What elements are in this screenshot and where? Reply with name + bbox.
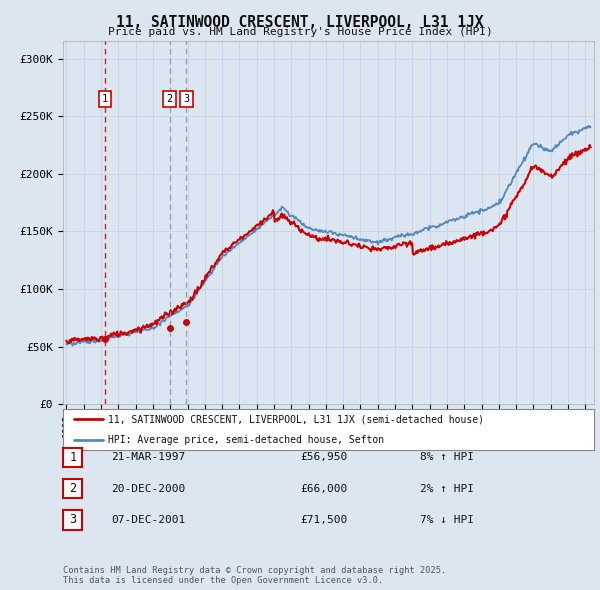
Text: £56,950: £56,950 bbox=[300, 453, 347, 462]
Text: 1: 1 bbox=[69, 451, 76, 464]
Text: 21-MAR-1997: 21-MAR-1997 bbox=[111, 453, 185, 462]
Text: HPI: Average price, semi-detached house, Sefton: HPI: Average price, semi-detached house,… bbox=[108, 435, 384, 444]
Text: 11, SATINWOOD CRESCENT, LIVERPOOL, L31 1JX: 11, SATINWOOD CRESCENT, LIVERPOOL, L31 1… bbox=[116, 15, 484, 30]
Text: £66,000: £66,000 bbox=[300, 484, 347, 493]
Text: 1: 1 bbox=[102, 94, 108, 104]
Text: 3: 3 bbox=[183, 94, 190, 104]
Text: Contains HM Land Registry data © Crown copyright and database right 2025.
This d: Contains HM Land Registry data © Crown c… bbox=[63, 566, 446, 585]
Text: 11, SATINWOOD CRESCENT, LIVERPOOL, L31 1JX (semi-detached house): 11, SATINWOOD CRESCENT, LIVERPOOL, L31 1… bbox=[108, 415, 484, 424]
Text: 3: 3 bbox=[69, 513, 76, 526]
Text: 07-DEC-2001: 07-DEC-2001 bbox=[111, 515, 185, 525]
Text: 8% ↑ HPI: 8% ↑ HPI bbox=[420, 453, 474, 462]
Text: 7% ↓ HPI: 7% ↓ HPI bbox=[420, 515, 474, 525]
Text: 2% ↑ HPI: 2% ↑ HPI bbox=[420, 484, 474, 493]
Text: 2: 2 bbox=[167, 94, 173, 104]
Text: 2: 2 bbox=[69, 482, 76, 495]
Text: £71,500: £71,500 bbox=[300, 515, 347, 525]
Text: Price paid vs. HM Land Registry's House Price Index (HPI): Price paid vs. HM Land Registry's House … bbox=[107, 27, 493, 37]
Text: 20-DEC-2000: 20-DEC-2000 bbox=[111, 484, 185, 493]
